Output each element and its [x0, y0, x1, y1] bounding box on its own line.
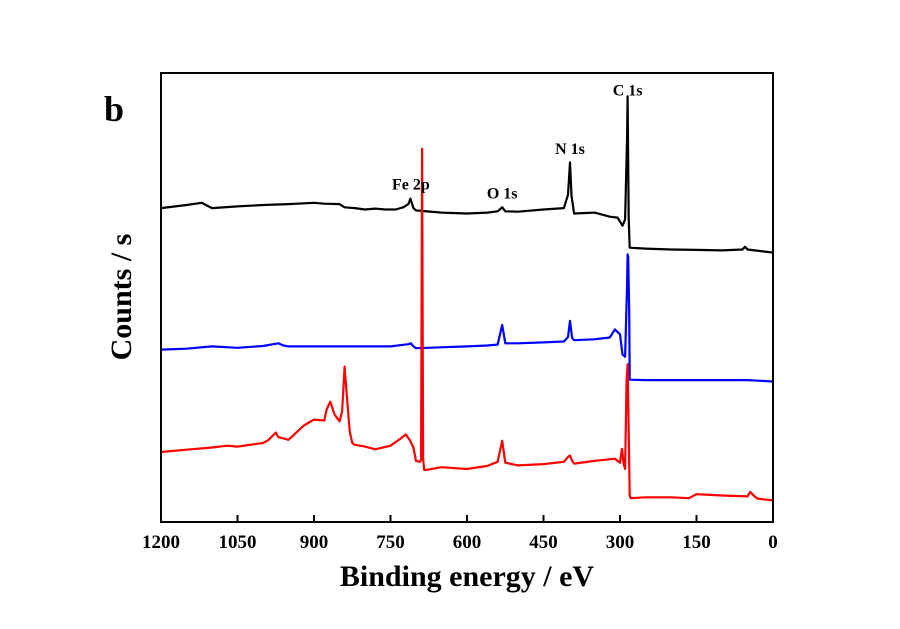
x-tick-label: 750: [376, 532, 405, 553]
peak-label: C 1s: [613, 82, 643, 99]
x-tick-label: 1050: [219, 532, 257, 553]
peak-label: O 1s: [487, 186, 518, 203]
series-line-3: [160, 147, 774, 502]
series-line-2: [160, 253, 774, 383]
x-tick-label: 0: [768, 532, 778, 553]
x-tick-label: 450: [529, 532, 558, 553]
x-axis-title: Binding energy / eV: [340, 560, 595, 593]
panel-label: b: [104, 89, 124, 129]
x-tick-label: 300: [606, 532, 635, 553]
x-tick-label: 1200: [142, 532, 180, 553]
x-tick-label: 900: [300, 532, 329, 553]
series-layer: [160, 95, 774, 502]
y-axis-title: Counts / s: [105, 234, 138, 361]
x-tick-label: 600: [453, 532, 482, 553]
peak-annotations: C 1s N 1s O 1s Fe 2p: [392, 82, 643, 202]
x-axis-ticks: 1200 1050 900 750 600 450 300 150 0: [142, 515, 778, 553]
peak-label: Fe 2p: [392, 177, 430, 194]
peak-label: N 1s: [555, 141, 585, 158]
series-line-1: [160, 95, 774, 254]
plot-frame: [160, 72, 774, 523]
x-tick-label: 150: [682, 532, 711, 553]
